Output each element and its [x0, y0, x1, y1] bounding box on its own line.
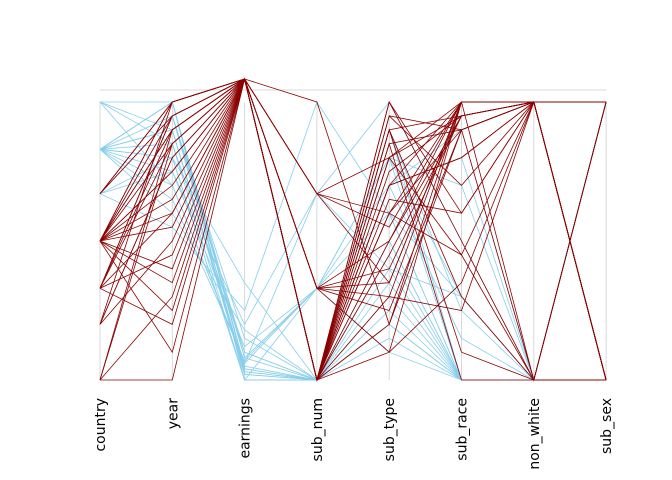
- profile-line: [99, 78, 607, 381]
- profile-line: [99, 77, 607, 381]
- axis-label-year: year: [165, 398, 181, 429]
- profile-line: [99, 78, 607, 381]
- profile-line: [100, 78, 607, 382]
- axis-label-sub-num: sub_num: [310, 398, 326, 461]
- profile-line: [99, 77, 607, 382]
- series-dark-red: [99, 77, 607, 382]
- profile-line: [99, 78, 607, 381]
- profile-line: [99, 77, 607, 381]
- axis-label-sub-type: sub_type: [382, 398, 398, 461]
- profile-line: [99, 78, 607, 381]
- profile-line: [99, 78, 607, 381]
- profile-line: [99, 78, 607, 381]
- profile-line: [99, 77, 607, 382]
- profile-line: [99, 77, 607, 382]
- profile-line: [99, 78, 607, 382]
- profile-line: [99, 77, 607, 382]
- profile-line: [99, 78, 607, 381]
- axis-label-earnings: earnings: [238, 398, 254, 459]
- profile-line: [99, 78, 607, 381]
- axis-labels: country year earnings sub_num sub_type sub_ra…: [93, 398, 615, 470]
- profile-line: [99, 78, 607, 382]
- axis-label-non-white: non_white: [527, 398, 543, 470]
- profile-line: [99, 78, 607, 381]
- profile-line: [99, 78, 607, 382]
- profile-line: [99, 78, 607, 381]
- profile-line: [99, 78, 607, 382]
- profile-line: [99, 77, 607, 382]
- profile-line: [99, 78, 607, 382]
- axis-layer: [99, 89, 607, 380]
- profile-line: [99, 78, 607, 382]
- profile-line: [99, 77, 607, 381]
- axis-label-sub-sex: sub_sex: [599, 398, 615, 454]
- profile-line: [99, 78, 607, 382]
- profile-line: [99, 78, 607, 381]
- profile-line: [99, 78, 607, 381]
- axis-label-country: country: [93, 398, 109, 452]
- profile-line: [99, 78, 607, 382]
- axis-label-sub-race: sub_race: [455, 398, 471, 461]
- profile-line: [99, 77, 607, 382]
- profile-line: [99, 78, 607, 381]
- profile-line: [99, 78, 607, 381]
- profile-line: [99, 78, 607, 382]
- profile-line: [99, 77, 607, 382]
